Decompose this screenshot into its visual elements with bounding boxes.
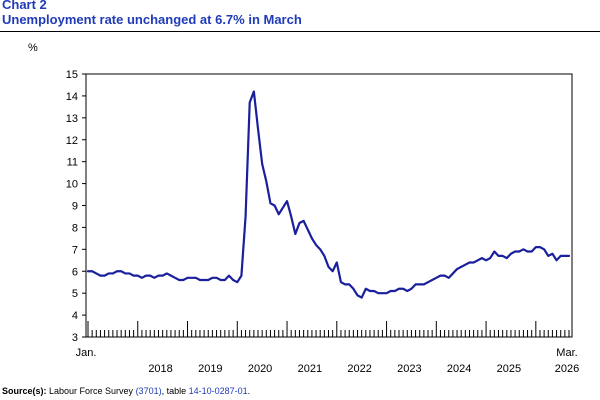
x-year-label: 2024 <box>447 363 471 375</box>
x-year-label: 2023 <box>397 363 421 375</box>
chart-number: Chart 2 <box>2 0 47 12</box>
survey-number-link[interactable]: (3701) <box>135 386 162 396</box>
plot-frame <box>85 73 573 338</box>
source-text-2: , table <box>161 386 189 396</box>
source-text-3: . <box>247 386 251 396</box>
y-tick-label: 5 <box>72 288 78 300</box>
y-tick-label: 13 <box>66 113 78 125</box>
x-end-label: Mar. <box>556 347 577 359</box>
line-chart: % 3 4 5 6 7 8 9 10 11 12 13 14 15 Jan. Mar. 2018 2019 20… <box>28 42 579 375</box>
source-label: Source(s): <box>2 386 47 396</box>
source-note: Source(s): Labour Force Survey (3701), t… <box>2 386 250 396</box>
y-tick-label: 8 <box>72 222 78 234</box>
x-year-label: 2022 <box>347 363 371 375</box>
y-tick-label: 7 <box>72 244 78 256</box>
y-tick-label: 4 <box>72 310 78 322</box>
y-tick-label: 11 <box>67 157 78 169</box>
y-tick-label: 6 <box>72 266 78 278</box>
x-year-label: 2018 <box>148 363 172 375</box>
x-year-label: 2026 <box>555 363 579 375</box>
y-tick-label: 14 <box>66 91 78 103</box>
title-rule <box>0 31 600 32</box>
y-tick-label: 3 <box>72 332 78 344</box>
chart-title: Unemployment rate unchanged at 6.7% in M… <box>2 12 302 27</box>
x-year-label: 2025 <box>497 363 521 375</box>
source-text-1: Labour Force Survey <box>46 386 136 396</box>
y-tick-label: 12 <box>66 135 78 147</box>
y-tick-label: 10 <box>66 179 78 191</box>
table-number-link[interactable]: 14-10-0287-01 <box>188 386 248 396</box>
x-year-label: 2020 <box>248 363 272 375</box>
unemployment-rate-line <box>86 90 571 299</box>
y-tick-label: 15 <box>66 69 78 81</box>
y-tick-label: 9 <box>72 201 78 213</box>
y-axis-unit-label: % <box>28 42 38 54</box>
x-year-label: 2019 <box>198 363 222 375</box>
x-year-label: 2021 <box>298 363 322 375</box>
x-start-label: Jan. <box>76 347 97 359</box>
